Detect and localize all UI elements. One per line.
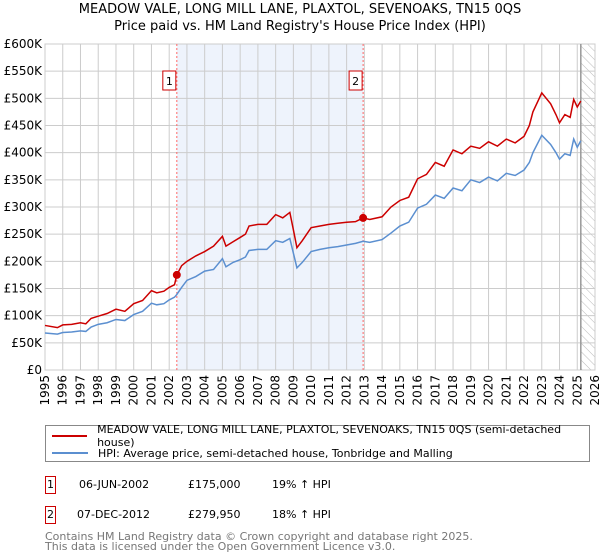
y-tick-label: £100K bbox=[4, 309, 44, 323]
legend-label-property: MEADOW VALE, LONG MILL LANE, PLAXTOL, SE… bbox=[97, 423, 562, 449]
x-tick-label: 2003 bbox=[180, 375, 194, 406]
x-tick-label: 2025 bbox=[570, 375, 584, 406]
x-tick-label: 1995 bbox=[38, 375, 52, 406]
y-tick-label: £0 bbox=[27, 363, 42, 377]
x-tick-label: 2015 bbox=[393, 375, 407, 406]
x-tick-label: 2019 bbox=[464, 375, 478, 406]
plot-border bbox=[44, 43, 596, 371]
y-tick-label: £250K bbox=[4, 227, 44, 241]
x-tick-label: 2026 bbox=[588, 375, 600, 406]
x-tick-label: 2007 bbox=[251, 375, 265, 406]
x-tick-label: 2000 bbox=[127, 375, 141, 406]
chart-subtitle: Price paid vs. HM Land Registry's House … bbox=[114, 19, 486, 34]
x-tick-label: 1998 bbox=[91, 375, 105, 406]
transaction-price: £175,000 bbox=[188, 478, 241, 491]
x-tick-label: 2006 bbox=[233, 375, 247, 406]
y-tick-label: £400K bbox=[4, 146, 44, 160]
y-tick-label: £450K bbox=[4, 119, 44, 133]
x-tick-label: 1997 bbox=[73, 375, 87, 406]
transaction-date: 07-DEC-2012 bbox=[77, 508, 151, 521]
y-tick-label: £600K bbox=[4, 37, 44, 51]
transaction-hpi-diff: 18% ↑ HPI bbox=[272, 508, 331, 521]
legend-item-hpi: HPI: Average price, semi-detached house,… bbox=[52, 446, 453, 460]
x-tick-label: 2002 bbox=[162, 375, 176, 406]
x-tick-label: 2023 bbox=[535, 375, 549, 406]
x-tick-label: 2009 bbox=[286, 375, 300, 406]
sale-label-box bbox=[348, 70, 363, 91]
sale-label-box bbox=[162, 70, 177, 91]
sale-point bbox=[172, 270, 181, 279]
legend-swatch-property bbox=[52, 435, 88, 437]
x-tick-label: 2008 bbox=[269, 375, 283, 406]
y-tick-label: £50K bbox=[11, 336, 43, 350]
transaction-hpi-diff: 19% ↑ HPI bbox=[272, 478, 331, 491]
x-tick-label: 2013 bbox=[357, 375, 371, 406]
price-chart: £0 £50K £100K £150K £200K £250K £300K £350K £400… bbox=[4, 37, 600, 406]
footer-copyright: Contains HM Land Registry data © Crown c… bbox=[45, 530, 473, 543]
transaction-badge: 2 bbox=[45, 506, 56, 524]
property-price-line bbox=[44, 91, 582, 329]
x-tick-label: 2004 bbox=[198, 375, 212, 406]
x-tick-label: 2001 bbox=[144, 375, 158, 406]
x-tick-label: 2020 bbox=[482, 375, 496, 406]
x-tick-label: 2016 bbox=[411, 375, 425, 406]
transaction-price: £279,950 bbox=[188, 508, 241, 521]
x-tick-label: 1996 bbox=[56, 375, 70, 406]
legend-item-property: MEADOW VALE, LONG MILL LANE, PLAXTOL, SE… bbox=[52, 423, 589, 449]
x-tick-label: 2017 bbox=[428, 375, 442, 406]
x-tick-label: 2011 bbox=[322, 375, 336, 406]
x-tick-label: 2021 bbox=[499, 375, 513, 406]
legend-label-hpi: HPI: Average price, semi-detached house,… bbox=[98, 446, 453, 460]
y-tick-label: £200K bbox=[4, 254, 44, 268]
x-tick-label: 1999 bbox=[109, 375, 123, 406]
sale-label: 2 bbox=[352, 75, 359, 88]
transaction-date: 06-JUN-2002 bbox=[79, 478, 150, 491]
x-tick-label: 2014 bbox=[375, 375, 389, 406]
x-tick-label: 2012 bbox=[340, 375, 354, 406]
y-tick-label: £550K bbox=[4, 64, 44, 78]
x-tick-label: 2018 bbox=[446, 375, 460, 406]
x-tick-label: 2022 bbox=[517, 375, 531, 406]
sale-label: 1 bbox=[166, 75, 173, 88]
y-tick-label: £350K bbox=[4, 173, 44, 187]
sale-point bbox=[359, 213, 368, 222]
y-tick-label: £500K bbox=[4, 91, 44, 105]
footer: Contains HM Land Registry data © Crown c… bbox=[45, 530, 473, 553]
chart-title: MEADOW VALE, LONG MILL LANE, PLAXTOL, SE… bbox=[78, 2, 522, 17]
x-tick-label: 2010 bbox=[304, 375, 318, 406]
footer-licence: This data is licensed under the Open Gov… bbox=[45, 540, 396, 553]
hpi-line bbox=[44, 134, 582, 335]
y-tick-label: £150K bbox=[4, 282, 44, 296]
legend: MEADOW VALE, LONG MILL LANE, PLAXTOL, SE… bbox=[45, 423, 590, 462]
transaction-badge: 1 bbox=[45, 476, 56, 494]
y-tick-label: £300K bbox=[4, 200, 44, 214]
x-tick-label: 2024 bbox=[553, 375, 567, 406]
legend-swatch-hpi bbox=[52, 452, 88, 454]
x-tick-label: 2005 bbox=[215, 375, 229, 406]
